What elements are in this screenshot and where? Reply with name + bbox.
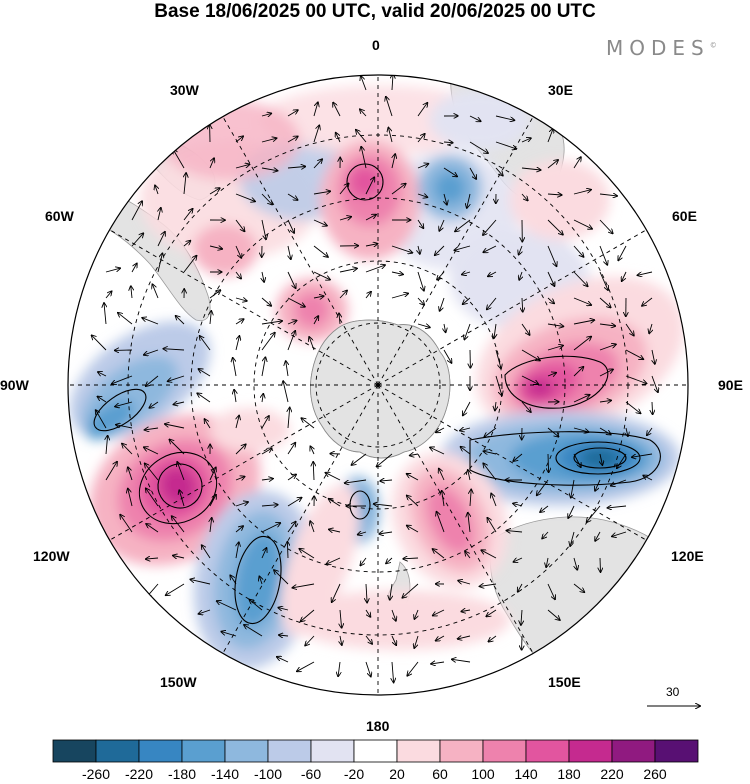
reference-vector-label: 30 <box>666 685 679 699</box>
colorbar-swatch <box>96 740 139 762</box>
lon-label-150w: 150W <box>160 674 197 690</box>
colorbar-swatch <box>397 740 440 762</box>
colorbar-tick-label: 60 <box>432 766 448 782</box>
colorbar-tick-label: -220 <box>125 766 153 782</box>
colorbar <box>53 740 698 762</box>
map-disc <box>49 70 710 710</box>
wind-vector <box>652 402 653 414</box>
colorbar-tick-label: 260 <box>643 766 666 782</box>
colorbar-tick-label: 100 <box>471 766 494 782</box>
lon-label-90w: 90W <box>0 377 29 393</box>
lon-label-0: 0 <box>372 37 380 53</box>
wind-vector <box>287 542 288 558</box>
colorbar-tick-label: 180 <box>557 766 580 782</box>
south-pole-marker <box>376 383 380 387</box>
lon-label-60e: 60E <box>672 208 697 224</box>
colorbar-swatch <box>612 740 655 762</box>
lon-label-150e: 150E <box>548 674 581 690</box>
wind-vector <box>600 558 601 572</box>
colorbar-swatch <box>311 740 354 762</box>
colorbar-tick-label: -140 <box>211 766 239 782</box>
colorbar-tick-label: 20 <box>389 766 405 782</box>
lon-label-90e: 90E <box>718 377 743 393</box>
colorbar-swatch <box>53 740 96 762</box>
colorbar-tick-label: -180 <box>168 766 196 782</box>
colorbar-swatch <box>440 740 483 762</box>
colorbar-tick-labels: -260 -220 -180 -140 -100 -60 -20 20 60 100 140 180 2… <box>0 766 750 784</box>
lon-label-180: 180 <box>366 718 389 734</box>
colorbar-tick-label: -60 <box>301 766 321 782</box>
lon-label-30w: 30W <box>170 82 199 98</box>
colorbar-swatch <box>225 740 268 762</box>
colorbar-tick-label: -260 <box>82 766 110 782</box>
colorbar-swatch <box>569 740 612 762</box>
colorbar-tick-label: -20 <box>344 766 364 782</box>
colorbar-swatch <box>655 740 698 762</box>
colorbar-tick-label: 220 <box>600 766 623 782</box>
colorbar-tick-label: -100 <box>254 766 282 782</box>
colorbar-swatch <box>139 740 182 762</box>
colorbar-swatch <box>354 740 397 762</box>
lon-label-60w: 60W <box>45 208 74 224</box>
wind-vector <box>548 454 549 472</box>
colorbar-tick-label: 140 <box>514 766 537 782</box>
lon-label-120e: 120E <box>671 548 704 564</box>
lon-label-30e: 30E <box>548 82 573 98</box>
colorbar-swatch <box>483 740 526 762</box>
lon-label-120w: 120W <box>33 548 70 564</box>
antarctica-outline <box>310 320 449 458</box>
colorbar-swatch <box>268 740 311 762</box>
colorbar-swatch <box>526 740 569 762</box>
colorbar-swatch <box>182 740 225 762</box>
